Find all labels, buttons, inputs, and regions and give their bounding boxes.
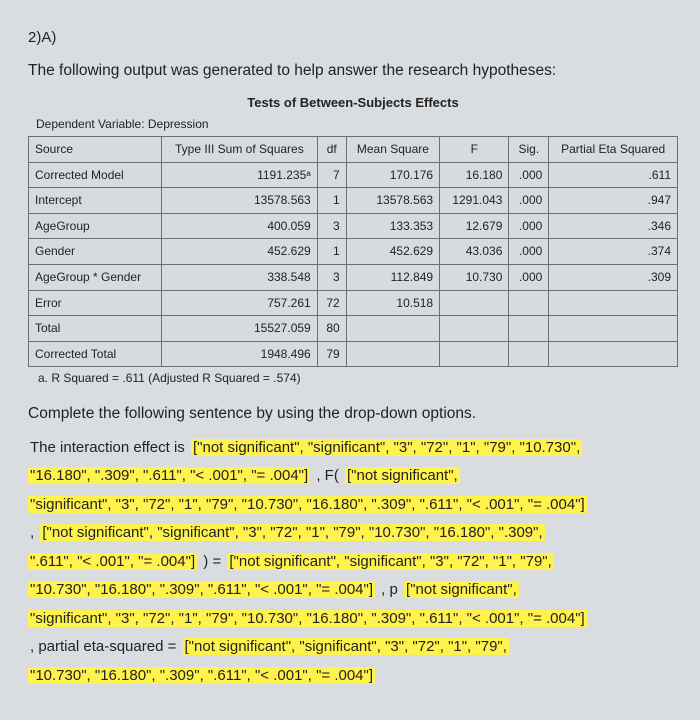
cell-pes: .346 bbox=[549, 213, 678, 239]
cell-f: 16.180 bbox=[440, 162, 509, 188]
dropdown-options[interactable]: "10.730", "16.180", ".309", ".611", "< .… bbox=[28, 667, 375, 684]
dropdown-options[interactable]: ["not significant", "significant", "3", … bbox=[227, 553, 553, 570]
table-row: Gender452.6291452.62943.036.000.374 bbox=[29, 239, 678, 265]
intro-text: The following output was generated to he… bbox=[28, 59, 678, 83]
cell-sig: .000 bbox=[509, 264, 549, 290]
cell-pes: .611 bbox=[549, 162, 678, 188]
table-row: Total15527.05980 bbox=[29, 316, 678, 342]
cell-df: 3 bbox=[317, 213, 346, 239]
cell-ms: 112.849 bbox=[346, 264, 439, 290]
dropdown-options[interactable]: "significant", "3", "72", "1", "79", "10… bbox=[28, 610, 587, 627]
table-row: Corrected Model1191.235ᵃ7170.17616.180.0… bbox=[29, 162, 678, 188]
cell-sig bbox=[509, 341, 549, 367]
cell-df: 7 bbox=[317, 162, 346, 188]
col-f: F bbox=[440, 137, 509, 163]
table-row: Corrected Total1948.49679 bbox=[29, 341, 678, 367]
dropdown-options[interactable]: "significant", "3", "72", "1", "79", "10… bbox=[28, 496, 587, 513]
table-row: AgeGroup * Gender338.5483112.84910.730.0… bbox=[29, 264, 678, 290]
cell-ss: 338.548 bbox=[162, 264, 318, 290]
table-row: AgeGroup400.0593133.35312.679.000.346 bbox=[29, 213, 678, 239]
cell-ms: 133.353 bbox=[346, 213, 439, 239]
cell-ss: 1191.235ᵃ bbox=[162, 162, 318, 188]
cell-source: Intercept bbox=[29, 188, 162, 214]
cell-df: 3 bbox=[317, 264, 346, 290]
dropdown-options[interactable]: ".611", "< .001", "= .004"] bbox=[28, 553, 197, 570]
cell-source: AgeGroup * Gender bbox=[29, 264, 162, 290]
table-title: Tests of Between-Subjects Effects bbox=[28, 93, 678, 113]
cell-source: Total bbox=[29, 316, 162, 342]
cell-df: 79 bbox=[317, 341, 346, 367]
cell-pes bbox=[549, 316, 678, 342]
cell-sig bbox=[509, 290, 549, 316]
cell-sig: .000 bbox=[509, 213, 549, 239]
cell-f: 1291.043 bbox=[440, 188, 509, 214]
anova-table: Source Type III Sum of Squares df Mean S… bbox=[28, 136, 678, 367]
cell-sig: .000 bbox=[509, 162, 549, 188]
col-ms: Mean Square bbox=[346, 137, 439, 163]
dropdown-options[interactable]: ["not significant", bbox=[345, 467, 460, 484]
cell-ms: 10.518 bbox=[346, 290, 439, 316]
col-df: df bbox=[317, 137, 346, 163]
cell-df: 80 bbox=[317, 316, 346, 342]
cell-ms bbox=[346, 316, 439, 342]
cell-f: 10.730 bbox=[440, 264, 509, 290]
cell-ss: 1948.496 bbox=[162, 341, 318, 367]
text-segment: , bbox=[28, 524, 40, 541]
cell-sig bbox=[509, 316, 549, 342]
cell-sig: .000 bbox=[509, 188, 549, 214]
table-row: Intercept13578.563113578.5631291.043.000… bbox=[29, 188, 678, 214]
question-number: 2)A) bbox=[28, 26, 678, 49]
cell-f bbox=[440, 341, 509, 367]
col-sig: Sig. bbox=[509, 137, 549, 163]
dependent-variable-line: Dependent Variable: Depression bbox=[28, 115, 678, 134]
cell-f: 12.679 bbox=[440, 213, 509, 239]
cell-source: AgeGroup bbox=[29, 213, 162, 239]
cell-ss: 757.261 bbox=[162, 290, 318, 316]
cell-f: 43.036 bbox=[440, 239, 509, 265]
cell-ss: 452.629 bbox=[162, 239, 318, 265]
text-segment: , F( bbox=[310, 467, 345, 484]
cell-ms: 170.176 bbox=[346, 162, 439, 188]
col-source: Source bbox=[29, 137, 162, 163]
dropdown-options[interactable]: "16.180", ".309", ".611", "< .001", "= .… bbox=[28, 467, 310, 484]
cell-ss: 13578.563 bbox=[162, 188, 318, 214]
cell-ms: 452.629 bbox=[346, 239, 439, 265]
dropdown-options[interactable]: ["not significant", bbox=[404, 581, 519, 598]
cell-source: Gender bbox=[29, 239, 162, 265]
cell-source: Corrected Total bbox=[29, 341, 162, 367]
cell-ms: 13578.563 bbox=[346, 188, 439, 214]
cell-ss: 15527.059 bbox=[162, 316, 318, 342]
dropdown-options[interactable]: "10.730", "16.180", ".309", ".611", "< .… bbox=[28, 581, 375, 598]
table-row: Error757.2617210.518 bbox=[29, 290, 678, 316]
text-segment: The interaction effect is bbox=[28, 439, 191, 456]
table-footnote: a. R Squared = .611 (Adjusted R Squared … bbox=[28, 369, 678, 388]
cell-pes bbox=[549, 290, 678, 316]
cell-f bbox=[440, 316, 509, 342]
col-ss: Type III Sum of Squares bbox=[162, 137, 318, 163]
instruction-text: Complete the following sentence by using… bbox=[28, 402, 678, 426]
page: 2)A) The following output was generated … bbox=[0, 0, 700, 720]
dropdown-options[interactable]: ["not significant", "significant", "3", … bbox=[40, 524, 544, 541]
cell-f bbox=[440, 290, 509, 316]
cell-pes: .309 bbox=[549, 264, 678, 290]
cell-source: Corrected Model bbox=[29, 162, 162, 188]
cell-df: 72 bbox=[317, 290, 346, 316]
cell-source: Error bbox=[29, 290, 162, 316]
cell-pes: .374 bbox=[549, 239, 678, 265]
text-segment: , p bbox=[375, 581, 404, 598]
fill-in-sentence: The interaction effect is ["not signific… bbox=[28, 434, 678, 691]
cell-pes bbox=[549, 341, 678, 367]
cell-ss: 400.059 bbox=[162, 213, 318, 239]
text-segment: , partial eta-squared = bbox=[28, 638, 183, 655]
text-segment: ) = bbox=[197, 553, 227, 570]
cell-ms bbox=[346, 341, 439, 367]
cell-sig: .000 bbox=[509, 239, 549, 265]
cell-df: 1 bbox=[317, 239, 346, 265]
cell-df: 1 bbox=[317, 188, 346, 214]
col-pes: Partial Eta Squared bbox=[549, 137, 678, 163]
dropdown-options[interactable]: ["not significant", "significant", "3", … bbox=[183, 638, 509, 655]
dropdown-options[interactable]: ["not significant", "significant", "3", … bbox=[191, 439, 582, 456]
cell-pes: .947 bbox=[549, 188, 678, 214]
